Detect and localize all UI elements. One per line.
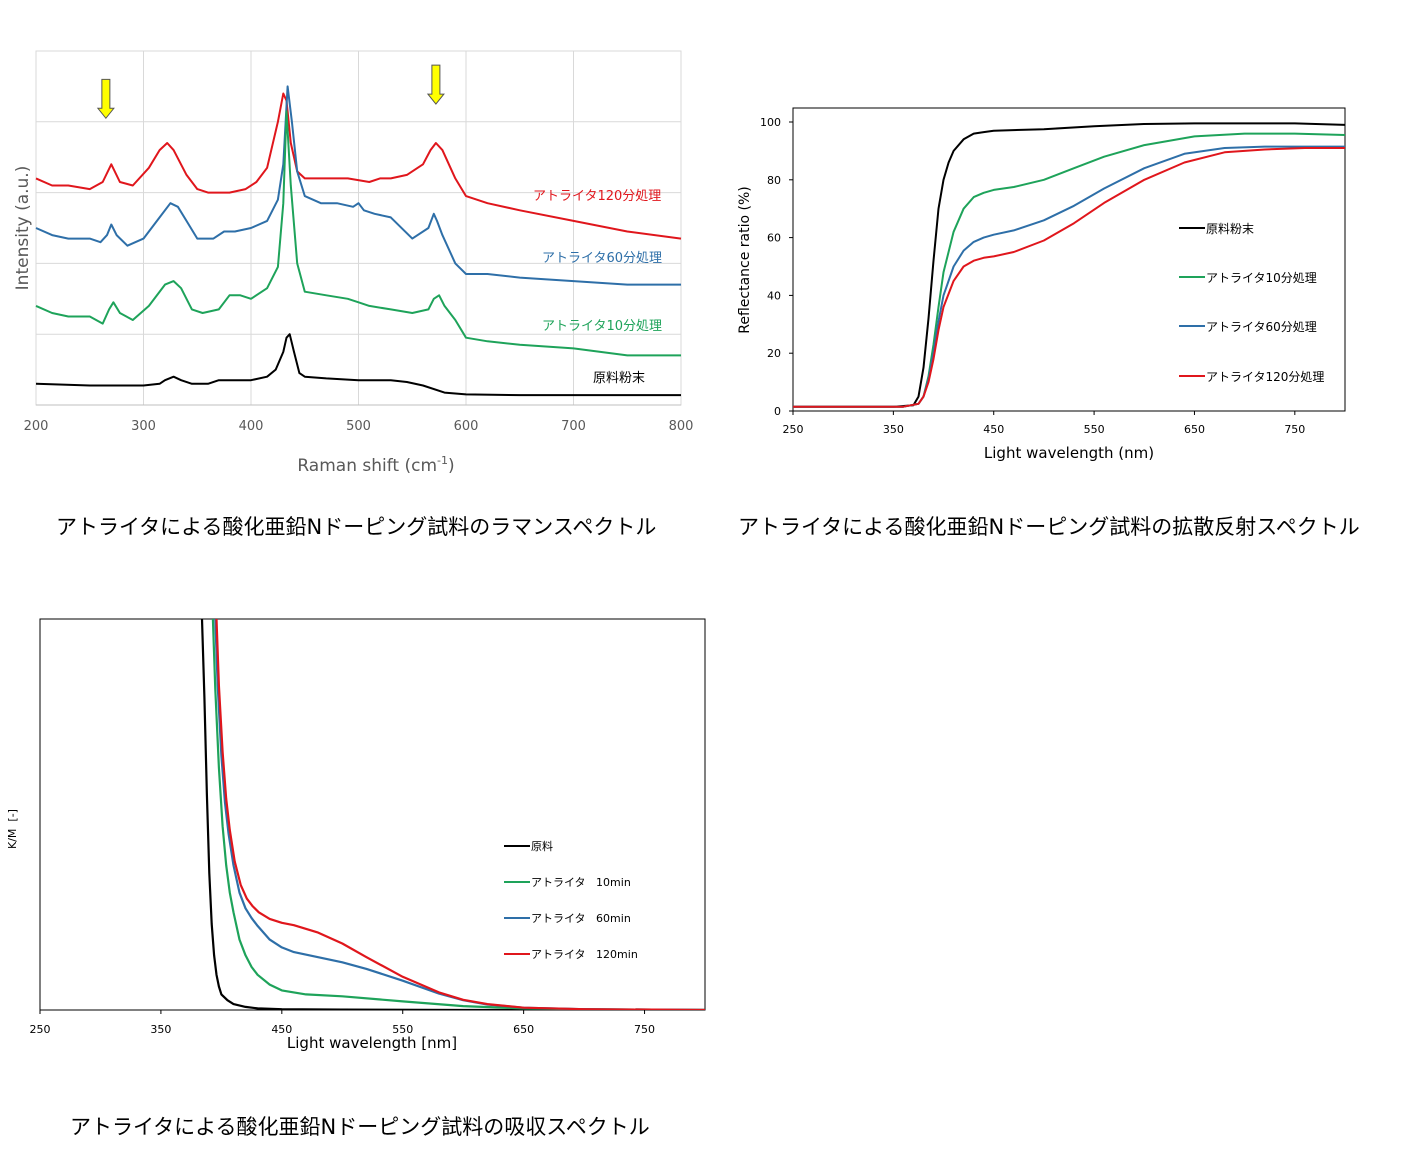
x-tick-label: 250 (783, 423, 804, 436)
raman-chart-svg: 200 300 400 500 600 700 800 アトライタ120分処理アトライタ60分… (13, 50, 694, 476)
y-tick-label: 100 (760, 116, 781, 129)
x-axis-label: Light wavelength [nm] (287, 1034, 457, 1052)
legend-label: アトライタ 120min (531, 948, 638, 961)
y-tick-label: 0 (774, 405, 781, 418)
x-tick-label: 350 (883, 423, 904, 436)
x-axis-label-end: ) (448, 456, 455, 476)
absorption-chart: 250 350 450 550 650 750 原料アトライタ 10min アトライタ 60m… (0, 600, 720, 1060)
legend-label: 原料 (531, 839, 553, 853)
legend-label: アトライタ 60min (531, 912, 631, 925)
legend-label: アトライタ10分処理 (1206, 271, 1317, 285)
y-axis-label: K/M [-] (6, 809, 19, 849)
x-tick-label: 700 (561, 419, 586, 434)
reflectance-chart-svg: 0 20 40 60 80 100 250 350 450 550 650 750 原料粉末アトライタ1… (737, 107, 1346, 462)
x-axis-label: Light wavelength (nm) (984, 444, 1154, 462)
series-line-3 (35, 333, 681, 397)
y-tick-label: 20 (767, 347, 781, 360)
x-tick-label: 550 (392, 1023, 413, 1036)
x-tick-label: 200 (24, 419, 49, 434)
peak-arrow-icon (96, 78, 115, 120)
legend-label: アトライタ60分処理 (1206, 320, 1317, 334)
y-tick-label: 40 (767, 289, 781, 302)
y-tick-label: 80 (767, 174, 781, 187)
legend-label: アトライタ120分処理 (1206, 370, 1324, 384)
series-label: アトライタ10分処理 (542, 319, 662, 334)
x-tick-label: 250 (30, 1023, 51, 1036)
series-line-1 (35, 85, 681, 286)
absorption-caption: アトライタによる酸化亜鉛Nドーピング試料の吸収スペクトル (70, 1115, 650, 1139)
x-tick-label: 650 (513, 1023, 534, 1036)
y-tick-label: 60 (767, 232, 781, 245)
series-label: 原料粉末 (593, 371, 645, 386)
y-axis-label: Intensity (a.u.) (13, 166, 33, 291)
reflectance-caption: アトライタによる酸化亜鉛Nドーピング試料の拡散反射スペクトル (738, 515, 1360, 539)
x-tick-label: 600 (454, 419, 479, 434)
reflectance-chart: 0 20 40 60 80 100 250 350 450 550 650 750 原料粉末アトライタ1… (705, 80, 1411, 480)
series-line-2 (35, 110, 681, 357)
series-line-1 (211, 619, 705, 1010)
x-tick-label: 800 (669, 419, 694, 434)
legend-label: アトライタ 10min (531, 876, 631, 889)
x-tick-label: 550 (1084, 423, 1105, 436)
x-tick-label: 750 (1284, 423, 1305, 436)
x-tick-label: 400 (239, 419, 264, 434)
series-line-0 (793, 122, 1345, 408)
series-label: アトライタ120分処理 (533, 189, 661, 204)
series-line-3 (793, 147, 1345, 408)
peak-arrow-icon (426, 64, 445, 105)
x-tick-label: 300 (131, 419, 156, 434)
x-tick-label: 650 (1184, 423, 1205, 436)
raman-caption: アトライタによる酸化亜鉛Nドーピング試料のラマンスペクトル (56, 515, 657, 539)
x-axis-label-sup: -1 (437, 454, 448, 467)
x-axis-label-main: Raman shift (cm (297, 456, 437, 476)
series-label: アトライタ60分処理 (542, 251, 662, 266)
x-tick-label: 450 (271, 1023, 292, 1036)
plot-area (39, 618, 706, 1011)
x-tick-label: 350 (150, 1023, 171, 1036)
series-line-0 (200, 619, 705, 1010)
x-axis-label: Raman shift (cm-1) (297, 454, 454, 476)
x-tick-label: 500 (346, 419, 371, 434)
y-axis-label: Reflectance ratio (%) (737, 186, 753, 334)
plot-area (792, 107, 1346, 412)
raman-chart: 200 300 400 500 600 700 800 アトライタ120分処理アトライタ60分… (0, 0, 705, 490)
legend-label: 原料粉末 (1206, 222, 1254, 236)
series-line-0 (35, 92, 682, 240)
x-tick-label: 750 (634, 1023, 655, 1036)
x-tick-label: 450 (983, 423, 1004, 436)
series-line-3 (215, 619, 705, 1010)
